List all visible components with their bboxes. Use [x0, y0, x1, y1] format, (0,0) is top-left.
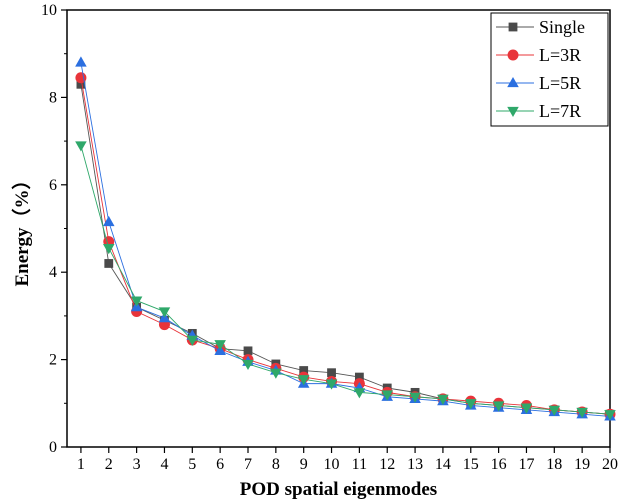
legend-item: Single — [496, 17, 585, 37]
y-axis-title: Energy（%） — [10, 170, 33, 286]
y-tick-label: 0 — [49, 439, 57, 456]
x-tick-label: 4 — [160, 456, 168, 473]
legend-marker — [507, 49, 519, 61]
x-tick-label: 15 — [463, 456, 479, 473]
data-point — [464, 399, 477, 410]
data-point — [270, 368, 282, 379]
x-axis-title: POD spatial eigenmodes — [240, 479, 437, 500]
data-point — [75, 72, 87, 84]
y-tick-label: 10 — [41, 2, 57, 19]
legend-marker — [507, 106, 519, 118]
data-point — [104, 259, 114, 268]
legend-item: L=7R — [496, 101, 581, 121]
legend-item: L=5R — [496, 73, 581, 93]
data-point — [576, 407, 588, 419]
x-tick-label: 10 — [324, 456, 340, 473]
y-axis: 0 2 4 6 8 10 — [41, 2, 67, 456]
series-line — [80, 145, 611, 415]
data-point — [548, 405, 561, 416]
data-point — [381, 390, 394, 401]
data-point — [75, 56, 87, 67]
data-point — [76, 79, 86, 89]
legend-label: L=3R — [539, 45, 581, 65]
data-point — [353, 388, 366, 399]
x-tick-label: 18 — [546, 456, 562, 473]
legend-label: L=5R — [539, 73, 581, 93]
legend-item: L=3R — [496, 45, 581, 65]
y-tick-label: 8 — [49, 89, 57, 106]
x-tick-label: 16 — [491, 456, 507, 473]
x-tick-label: 14 — [435, 456, 451, 473]
x-tick-label: 9 — [300, 456, 308, 473]
x-tick-label: 12 — [379, 456, 395, 473]
y-tick-label: 2 — [49, 352, 57, 369]
series-l-7r — [75, 141, 616, 421]
legend-label: Single — [539, 17, 585, 37]
data-point — [409, 392, 421, 403]
x-tick-label: 5 — [188, 456, 196, 473]
data-point — [243, 346, 253, 356]
data-point — [102, 215, 115, 227]
data-point — [299, 366, 309, 375]
legend-label: L=7R — [539, 101, 581, 121]
data-point — [437, 394, 449, 405]
data-point — [186, 335, 199, 346]
legend-marker — [508, 22, 518, 32]
data-point — [214, 340, 226, 351]
x-axis: 1 2 3 4 5 6 7 8 9 10 11 12 13 14 15 16 17 18 19 20 — [77, 447, 618, 473]
x-tick-label: 13 — [407, 456, 423, 473]
x-tick-label: 2 — [105, 456, 113, 473]
data-point — [158, 307, 171, 318]
x-tick-label: 17 — [518, 456, 534, 473]
x-tick-label: 1 — [77, 456, 85, 473]
legend: Single L=3R L=5R L=7R — [490, 12, 609, 127]
data-point — [327, 368, 336, 378]
y-tick-label: 6 — [49, 177, 57, 194]
data-point — [354, 372, 364, 382]
series-layer — [75, 56, 616, 421]
y-tick-label: 4 — [49, 264, 57, 281]
series-line — [80, 77, 611, 415]
x-tick-label: 20 — [602, 456, 618, 473]
data-point — [492, 401, 505, 412]
data-point — [325, 379, 338, 390]
series-line — [80, 84, 611, 415]
legend-marker — [507, 76, 519, 88]
x-tick-label: 7 — [244, 456, 252, 473]
x-tick-label: 19 — [574, 456, 590, 473]
x-tick-label: 8 — [272, 456, 280, 473]
data-point — [604, 410, 616, 421]
x-tick-label: 3 — [133, 456, 141, 473]
data-point — [242, 359, 254, 371]
data-point — [75, 141, 87, 152]
data-point — [520, 403, 533, 414]
series-single — [76, 79, 615, 419]
data-point — [297, 375, 310, 386]
data-point — [102, 244, 115, 255]
x-tick-label: 11 — [352, 456, 367, 473]
x-tick-label: 6 — [216, 456, 224, 473]
data-point — [130, 296, 143, 307]
